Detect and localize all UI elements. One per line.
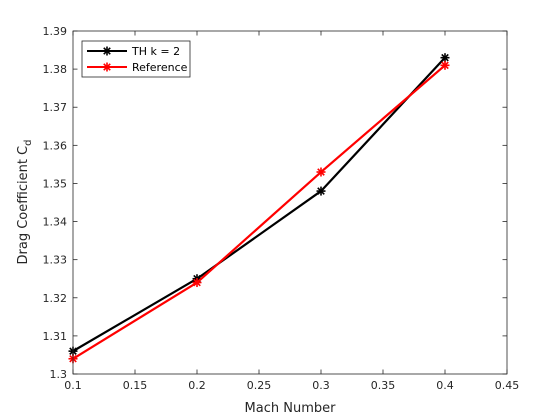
data-point-th-k-2-2-d2 — [317, 187, 325, 195]
y-tick-label-9: 1.39 — [43, 25, 68, 38]
legend-asterisk-th-k-2 — [102, 46, 112, 56]
axes-box — [72, 30, 508, 375]
legend-label-th-k-2: TH k = 2 — [131, 45, 180, 58]
x-tick-label-7: 0.45 — [495, 379, 520, 392]
x-tick-label-0: 0.1 — [64, 379, 82, 392]
y-tick-label-1: 1.31 — [43, 330, 68, 343]
data-point-th-k-2-3-d2 — [441, 53, 449, 62]
ticks-layer: 0.1 0.15 0.2 0.25 0.3 0.35 0.4 0.45 1.3 1.31 1.32 1… — [43, 25, 520, 392]
data-point-reference-2 — [316, 167, 326, 177]
legend-label-reference: Reference — [132, 61, 188, 74]
x-tick-label-3: 0.25 — [247, 379, 272, 392]
x-axis-label: Mach Number — [245, 401, 337, 416]
series-layer — [68, 53, 450, 364]
x-tick-label-5: 0.35 — [371, 379, 396, 392]
y-tick-label-0: 1.3 — [50, 368, 68, 381]
y-tick-label-4: 1.34 — [43, 216, 68, 229]
data-point-th-k-2-3 — [440, 53, 450, 63]
y-tick-label-6: 1.36 — [43, 139, 68, 152]
legend-asterisk-th-k-2-d2 — [103, 47, 111, 55]
y-axis-label-subscript: d — [23, 140, 34, 146]
y-tick-label-5: 1.35 — [43, 177, 68, 190]
data-point-th-k-2-2 — [316, 186, 326, 196]
y-axis-label-main: Drag Coefficient C — [16, 146, 31, 265]
x-tick-label-2: 0.2 — [188, 379, 206, 392]
legend: TH k = 2 Reference — [81, 40, 191, 78]
legend-asterisk-reference-d2 — [103, 63, 111, 71]
x-tick-label-4: 0.3 — [312, 379, 330, 392]
y-tick-label-8: 1.38 — [43, 63, 68, 76]
y-tick-label-3: 1.33 — [43, 254, 68, 267]
plot-area — [73, 31, 507, 374]
x-tick-label-6: 0.4 — [436, 379, 454, 392]
legend-asterisk-reference — [102, 62, 112, 72]
series-reference — [68, 60, 450, 364]
legend-entry-th-k-2: TH k = 2 — [87, 45, 180, 58]
data-point-reference-3 — [440, 60, 450, 70]
y-tick-label-2: 1.32 — [43, 292, 68, 305]
y-axis-label: Drag Coefficient Cd — [16, 140, 34, 265]
legend-box — [81, 40, 191, 78]
legend-entry-reference: Reference — [87, 61, 188, 74]
data-point-reference-3-d2 — [441, 61, 449, 70]
series-line-th-k-2 — [72, 56, 446, 353]
x-tick-label-1: 0.15 — [123, 379, 148, 392]
y-tick-label-7: 1.37 — [43, 101, 68, 114]
data-point-reference-1-d2 — [193, 278, 201, 287]
legend-marker-reference — [102, 62, 112, 72]
data-point-reference-1 — [192, 278, 202, 288]
data-point-reference-2-d2 — [317, 168, 325, 176]
axes-layer — [72, 30, 508, 375]
series-th-k-2 — [68, 53, 450, 356]
series-line-reference — [72, 64, 446, 360]
legend-marker-th-k-2 — [102, 46, 112, 56]
